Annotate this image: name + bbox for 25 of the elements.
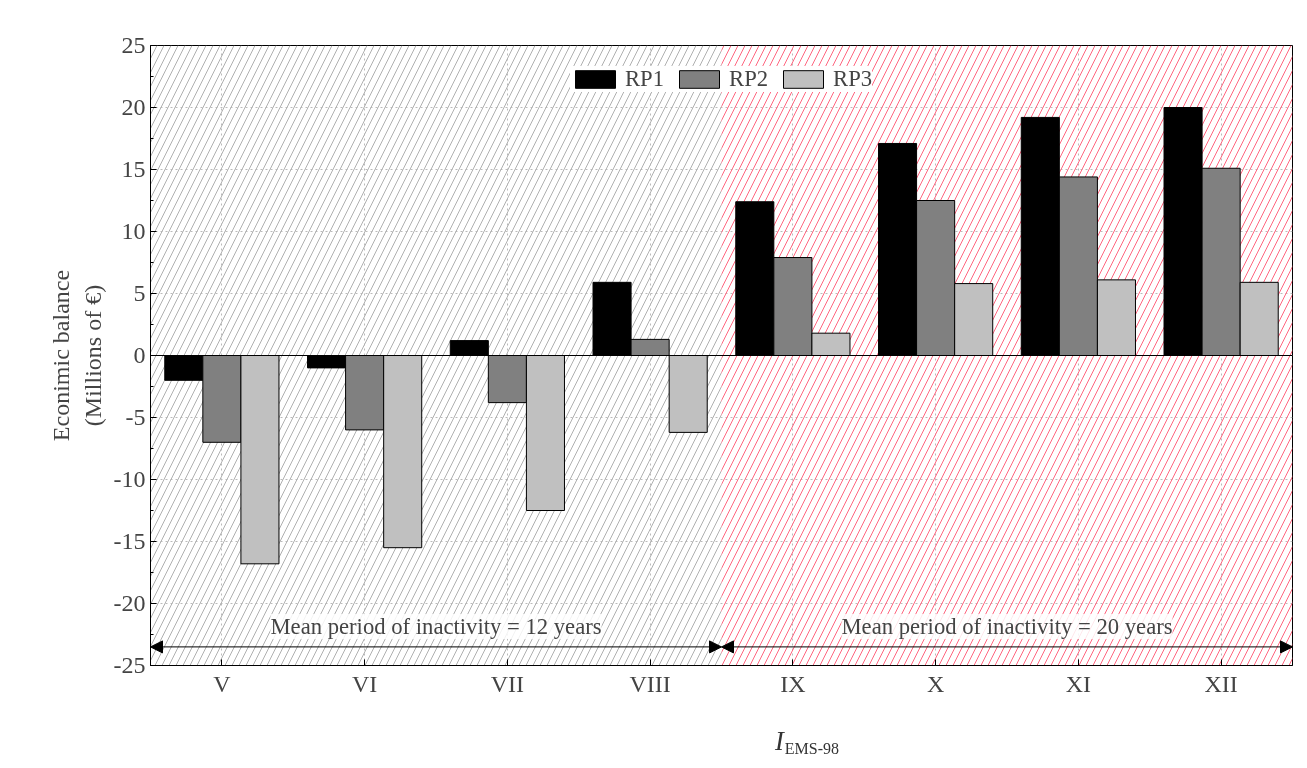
x-tick-label: VII: [490, 670, 525, 697]
legend-label: RP1: [625, 66, 665, 92]
y-tick-label: 5: [133, 280, 146, 306]
legend-label: RP2: [729, 66, 769, 92]
x-tick-label: X: [926, 670, 945, 697]
y-axis-title: Econimic balance (Millions of €): [48, 269, 106, 442]
y-tick-label: 25: [121, 32, 146, 58]
x-tick-label: VI: [351, 670, 378, 697]
x-tick-label: V: [213, 670, 232, 697]
y-tick-label: 0: [133, 342, 146, 368]
y-tick-label: 10: [121, 218, 146, 244]
x-tick-label: XI: [1065, 670, 1092, 697]
y-tick-label: -20: [113, 590, 146, 616]
band-label: Mean period of inactivity = 20 years: [841, 613, 1173, 639]
y-tick-label: 20: [121, 94, 146, 120]
x-tick-label: XII: [1204, 670, 1238, 697]
y-tick-label: -15: [113, 528, 146, 554]
x-tick-label: IX: [780, 670, 806, 697]
x-tick-label: VIII: [629, 670, 671, 697]
y-tick-label: -10: [113, 466, 146, 492]
legend-label: RP3: [833, 66, 873, 92]
y-tick-label: -25: [113, 652, 146, 678]
band-label: Mean period of inactivity = 12 years: [270, 613, 602, 639]
y-tick-label: -5: [125, 404, 146, 430]
y-tick-label: 15: [121, 156, 146, 182]
